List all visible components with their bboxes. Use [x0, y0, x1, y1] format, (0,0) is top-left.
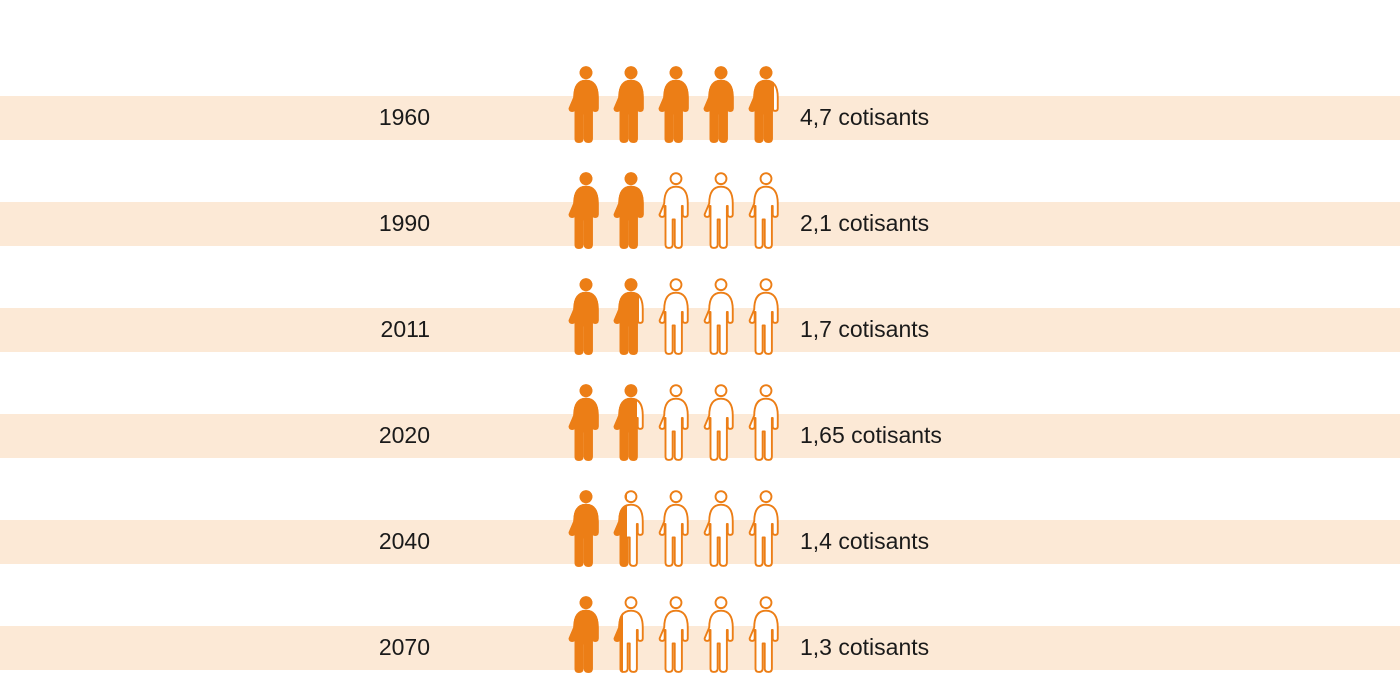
person-icon: [655, 166, 697, 256]
person-icon: [565, 378, 607, 468]
value-label: 4,7 cotisants: [800, 104, 929, 131]
year-label: 1960: [0, 104, 540, 131]
year-label: 2070: [0, 634, 540, 661]
people-icons: [565, 272, 787, 362]
person-icon: [745, 272, 787, 362]
year-label: 2020: [0, 422, 540, 449]
people-icons: [565, 60, 787, 150]
person-icon: [745, 378, 787, 468]
person-icon: [700, 378, 742, 468]
person-icon: [700, 60, 742, 150]
data-row: 1960 4,7 cotisants: [0, 60, 1400, 166]
person-icon: [655, 60, 697, 150]
person-icon: [610, 484, 652, 574]
person-icon: [655, 590, 697, 680]
person-icon: [565, 484, 607, 574]
value-label: 1,4 cotisants: [800, 528, 929, 555]
person-icon: [700, 484, 742, 574]
person-icon: [610, 60, 652, 150]
person-icon: [700, 272, 742, 362]
value-label: 1,7 cotisants: [800, 316, 929, 343]
data-row: 2020 1,65 cotisants: [0, 378, 1400, 484]
people-icons: [565, 166, 787, 256]
person-icon: [610, 166, 652, 256]
person-icon: [655, 484, 697, 574]
people-icons: [565, 590, 787, 680]
year-label: 1990: [0, 210, 540, 237]
pictogram-chart: 1960 4,7 cotisants 1990 2,1 cotisants 2011 1,…: [0, 60, 1400, 696]
person-icon: [655, 378, 697, 468]
data-row: 2070 1,3 cotisants: [0, 590, 1400, 696]
person-icon: [610, 378, 652, 468]
person-icon: [745, 60, 787, 150]
value-label: 2,1 cotisants: [800, 210, 929, 237]
data-row: 1990 2,1 cotisants: [0, 166, 1400, 272]
data-row: 2040 1,4 cotisants: [0, 484, 1400, 590]
year-label: 2011: [0, 316, 540, 343]
person-icon: [745, 590, 787, 680]
person-icon: [745, 166, 787, 256]
people-icons: [565, 484, 787, 574]
value-label: 1,65 cotisants: [800, 422, 942, 449]
value-label: 1,3 cotisants: [800, 634, 929, 661]
data-row: 2011 1,7 cotisants: [0, 272, 1400, 378]
year-label: 2040: [0, 528, 540, 555]
people-icons: [565, 378, 787, 468]
person-icon: [745, 484, 787, 574]
person-icon: [610, 272, 652, 362]
person-icon: [565, 272, 607, 362]
person-icon: [655, 272, 697, 362]
person-icon: [610, 590, 652, 680]
person-icon: [700, 166, 742, 256]
person-icon: [565, 60, 607, 150]
person-icon: [565, 590, 607, 680]
person-icon: [700, 590, 742, 680]
person-icon: [565, 166, 607, 256]
